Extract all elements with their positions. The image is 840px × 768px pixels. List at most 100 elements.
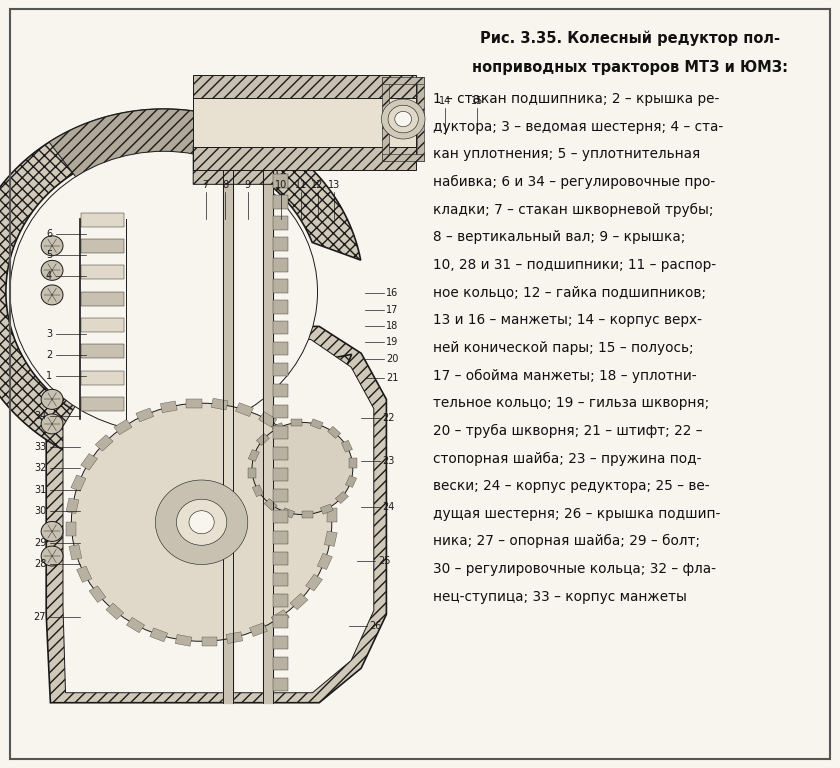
- Polygon shape: [327, 508, 337, 522]
- Text: 25: 25: [378, 555, 391, 566]
- Polygon shape: [160, 401, 177, 412]
- Bar: [81, 292, 124, 306]
- Text: 32: 32: [34, 463, 46, 474]
- Circle shape: [41, 389, 63, 409]
- Text: 17: 17: [386, 304, 399, 315]
- Text: 9: 9: [244, 180, 251, 190]
- Polygon shape: [297, 442, 314, 458]
- Polygon shape: [114, 419, 132, 435]
- Text: 13: 13: [328, 180, 340, 190]
- Text: 6: 6: [46, 229, 52, 240]
- Bar: [382, 154, 424, 161]
- Text: 18: 18: [386, 320, 399, 331]
- Text: 8: 8: [222, 180, 228, 190]
- Polygon shape: [71, 475, 86, 492]
- Polygon shape: [95, 435, 113, 451]
- Text: Рис. 3.35. Колесный редуктор пол-: Рис. 3.35. Колесный редуктор пол-: [480, 31, 780, 46]
- Polygon shape: [176, 634, 192, 646]
- Polygon shape: [81, 454, 97, 470]
- Bar: [273, 551, 288, 565]
- Polygon shape: [235, 402, 254, 416]
- Bar: [273, 677, 288, 691]
- Text: 29: 29: [34, 538, 46, 548]
- Text: 16: 16: [386, 288, 399, 299]
- Text: 10: 10: [276, 180, 287, 190]
- Circle shape: [41, 546, 63, 566]
- Polygon shape: [281, 508, 295, 518]
- Text: 7: 7: [202, 180, 209, 190]
- Text: 20 – труба шкворня; 21 – штифт; 22 –: 20 – труба шкворня; 21 – штифт; 22 –: [433, 424, 702, 438]
- Polygon shape: [226, 632, 243, 644]
- Text: 17 – обойма манжеты; 18 – уплотни-: 17 – обойма манжеты; 18 – уплотни-: [433, 369, 696, 382]
- Circle shape: [252, 422, 353, 515]
- Circle shape: [71, 403, 332, 641]
- Polygon shape: [248, 449, 260, 462]
- Text: 24: 24: [382, 502, 395, 512]
- Polygon shape: [69, 545, 81, 560]
- Text: ней конической пары; 15 – полуось;: ней конической пары; 15 – полуось;: [433, 341, 693, 355]
- Text: кан уплотнения; 5 – уплотнительная: кан уплотнения; 5 – уплотнительная: [433, 147, 700, 161]
- Polygon shape: [271, 610, 289, 625]
- Text: 14: 14: [439, 96, 451, 106]
- Bar: [273, 111, 288, 124]
- Circle shape: [41, 285, 63, 305]
- Bar: [193, 147, 416, 170]
- Polygon shape: [106, 603, 123, 620]
- Bar: [81, 213, 124, 227]
- Text: 3: 3: [46, 329, 52, 339]
- Text: 5: 5: [46, 250, 52, 260]
- Polygon shape: [256, 433, 270, 445]
- Bar: [273, 531, 288, 545]
- Text: дуктора; 3 – ведомая шестерня; 4 – ста-: дуктора; 3 – ведомая шестерня; 4 – ста-: [433, 120, 723, 134]
- Bar: [273, 153, 288, 167]
- Polygon shape: [324, 531, 337, 546]
- Text: 4: 4: [46, 271, 52, 282]
- Circle shape: [41, 414, 63, 434]
- Polygon shape: [202, 637, 217, 646]
- Polygon shape: [211, 399, 228, 410]
- Polygon shape: [345, 475, 357, 488]
- Polygon shape: [328, 426, 341, 439]
- Polygon shape: [349, 458, 357, 468]
- Polygon shape: [252, 485, 264, 497]
- Polygon shape: [322, 485, 334, 500]
- Text: тельное кольцо; 19 – гильза шкворня;: тельное кольцо; 19 – гильза шкворня;: [433, 396, 709, 410]
- Polygon shape: [136, 408, 154, 422]
- Polygon shape: [66, 522, 76, 536]
- Text: 33: 33: [34, 442, 46, 452]
- Circle shape: [155, 480, 248, 564]
- Circle shape: [41, 236, 63, 256]
- Text: 23: 23: [382, 455, 395, 466]
- Bar: [273, 657, 288, 670]
- Text: 30: 30: [34, 506, 46, 517]
- Bar: [81, 371, 124, 385]
- Bar: [273, 488, 288, 502]
- Text: стопорная шайба; 23 – пружина под-: стопорная шайба; 23 – пружина под-: [433, 452, 701, 465]
- Text: 19: 19: [386, 336, 399, 347]
- Polygon shape: [320, 504, 333, 515]
- Circle shape: [189, 511, 214, 534]
- Circle shape: [41, 521, 63, 541]
- Bar: [273, 447, 288, 460]
- Text: 26: 26: [370, 621, 382, 631]
- Bar: [273, 237, 288, 250]
- Polygon shape: [249, 468, 256, 478]
- Bar: [193, 98, 416, 147]
- Bar: [417, 77, 424, 161]
- Bar: [273, 425, 288, 439]
- Polygon shape: [318, 553, 333, 570]
- Text: ное кольцо; 12 – гайка подшипников;: ное кольцо; 12 – гайка подшипников;: [433, 286, 706, 300]
- Polygon shape: [150, 628, 168, 642]
- Polygon shape: [310, 419, 323, 429]
- Bar: [273, 258, 288, 272]
- Polygon shape: [280, 425, 297, 442]
- Circle shape: [176, 499, 227, 545]
- Text: нец-ступица; 33 – корпус манжеты: нец-ступица; 33 – корпус манжеты: [433, 590, 686, 604]
- Polygon shape: [127, 617, 144, 633]
- Polygon shape: [306, 574, 323, 591]
- Polygon shape: [291, 419, 302, 425]
- Text: 8 – вертикальный вал; 9 – крышка;: 8 – вертикальный вал; 9 – крышка;: [433, 230, 685, 244]
- Bar: [273, 195, 288, 209]
- Text: 22: 22: [382, 412, 395, 423]
- Text: 30 – регулировочные кольца; 32 – фла-: 30 – регулировочные кольца; 32 – фла-: [433, 562, 716, 576]
